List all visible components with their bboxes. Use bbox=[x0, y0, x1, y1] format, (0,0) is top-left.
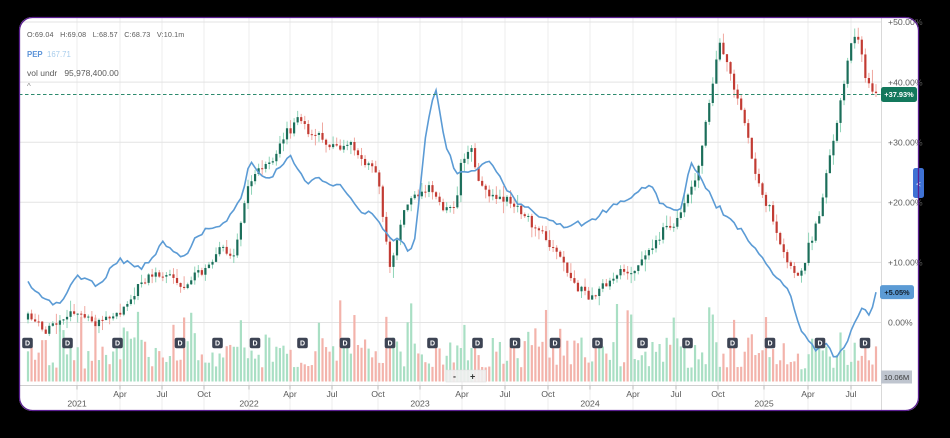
svg-text:Apr: Apr bbox=[283, 389, 297, 399]
svg-text:+40.00%: +40.00% bbox=[888, 77, 923, 87]
svg-text:2023: 2023 bbox=[410, 399, 429, 409]
svg-text:D: D bbox=[215, 341, 220, 348]
svg-text:Oct: Oct bbox=[371, 389, 385, 399]
svg-text:D: D bbox=[252, 341, 257, 348]
svg-text:Jul: Jul bbox=[499, 389, 510, 399]
svg-text:Apr: Apr bbox=[626, 389, 640, 399]
svg-text:D: D bbox=[685, 341, 690, 348]
svg-text:Apr: Apr bbox=[455, 389, 469, 399]
svg-text:D: D bbox=[512, 341, 517, 348]
svg-text:2022: 2022 bbox=[239, 399, 258, 409]
svg-text:D: D bbox=[640, 341, 645, 348]
svg-text:D: D bbox=[430, 341, 435, 348]
svg-text:D: D bbox=[300, 341, 305, 348]
svg-text:D: D bbox=[342, 341, 347, 348]
svg-text:10.06M: 10.06M bbox=[884, 373, 909, 382]
svg-text:D: D bbox=[25, 341, 30, 348]
svg-text:D: D bbox=[552, 341, 557, 348]
svg-text:Jul: Jul bbox=[845, 389, 856, 399]
svg-text:D: D bbox=[730, 341, 735, 348]
svg-text:Oct: Oct bbox=[711, 389, 725, 399]
svg-text:+5.05%: +5.05% bbox=[884, 288, 910, 297]
svg-text:D: D bbox=[115, 341, 120, 348]
svg-text:0.00%: 0.00% bbox=[888, 318, 913, 328]
svg-text:D: D bbox=[862, 341, 867, 348]
svg-text:+20.00%: +20.00% bbox=[888, 198, 923, 208]
svg-text:D: D bbox=[177, 341, 182, 348]
svg-text:vol undr 95,978,400.00: vol undr 95,978,400.00 bbox=[27, 68, 119, 78]
svg-text:D: D bbox=[595, 341, 600, 348]
svg-text:D: D bbox=[817, 341, 822, 348]
svg-text:-: - bbox=[453, 372, 456, 382]
svg-text:167.71: 167.71 bbox=[47, 50, 71, 59]
svg-text:O:69.04 H:69.08 L:68.57: O:69.04 H:69.08 L:68.57 C:68.73 V:10.1m bbox=[27, 30, 184, 39]
svg-text:2021: 2021 bbox=[67, 399, 86, 409]
svg-text:+30.00%: +30.00% bbox=[888, 137, 923, 147]
svg-text:Apr: Apr bbox=[113, 389, 127, 399]
svg-text:^: ^ bbox=[27, 82, 31, 91]
svg-text:Apr: Apr bbox=[801, 389, 815, 399]
svg-text:+37.93%: +37.93% bbox=[884, 90, 914, 99]
svg-text:+10.00%: +10.00% bbox=[888, 258, 923, 268]
svg-text:D: D bbox=[767, 341, 772, 348]
svg-text:Oct: Oct bbox=[541, 389, 555, 399]
svg-text:D: D bbox=[475, 341, 480, 348]
svg-text:2024: 2024 bbox=[580, 399, 599, 409]
svg-text:2025: 2025 bbox=[754, 399, 773, 409]
svg-text:Oct: Oct bbox=[197, 389, 211, 399]
svg-text:Jul: Jul bbox=[670, 389, 681, 399]
svg-text:D: D bbox=[387, 341, 392, 348]
svg-text:+: + bbox=[470, 372, 475, 382]
svg-text:D: D bbox=[65, 341, 70, 348]
svg-text:Jul: Jul bbox=[156, 389, 167, 399]
svg-text:PEP: PEP bbox=[27, 50, 43, 59]
svg-text:Jul: Jul bbox=[326, 389, 337, 399]
